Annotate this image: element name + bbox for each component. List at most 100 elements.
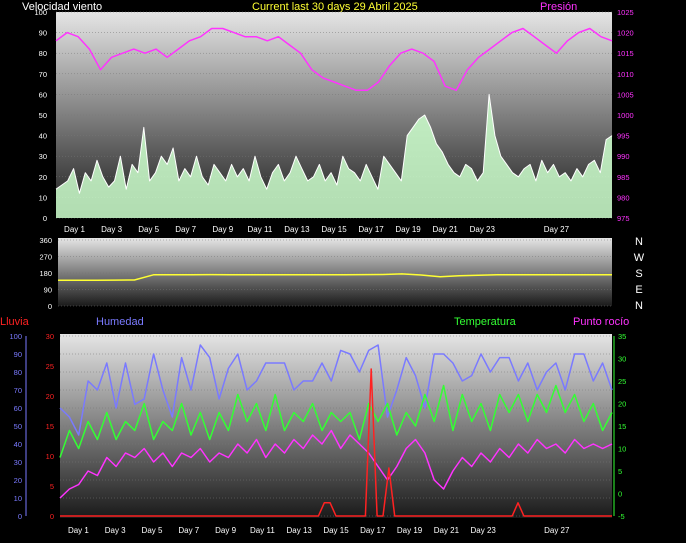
temperature-tick-label: 10 bbox=[618, 445, 626, 454]
humidity-tick-label: 80 bbox=[14, 368, 22, 377]
humidity-tick-label: 100 bbox=[9, 332, 22, 341]
rain-tick-label: 20 bbox=[46, 392, 54, 401]
humidity-tick-label: 50 bbox=[14, 422, 22, 431]
pressure-tick-label: 1005 bbox=[617, 90, 634, 99]
day-label: Day 5 bbox=[138, 225, 159, 234]
day-label: Day 21 bbox=[433, 225, 459, 234]
temperature-label: Temperatura bbox=[454, 316, 517, 328]
rain-tick-label: 5 bbox=[50, 482, 54, 491]
compass-label: E bbox=[635, 284, 642, 296]
pressure-tick-label: 995 bbox=[617, 132, 630, 141]
rain-tick-label: 0 bbox=[50, 512, 54, 521]
temperature-tick-label: 5 bbox=[618, 467, 622, 476]
humidity-label: Humedad bbox=[96, 316, 144, 328]
direction-tick-label: 270 bbox=[39, 253, 52, 262]
day-label: Day 21 bbox=[434, 526, 460, 535]
temperature-tick-label: 30 bbox=[618, 355, 626, 364]
day-label: Day 17 bbox=[358, 225, 384, 234]
wind-tick-label: 60 bbox=[39, 90, 47, 99]
day-label: Day 13 bbox=[284, 225, 310, 234]
pressure-tick-label: 980 bbox=[617, 193, 630, 202]
day-label: Day 13 bbox=[287, 526, 313, 535]
temperature-tick-label: 0 bbox=[618, 490, 622, 499]
rain-tick-label: 25 bbox=[46, 362, 54, 371]
day-label: Day 9 bbox=[212, 225, 233, 234]
day-label: Day 9 bbox=[215, 526, 236, 535]
wind-tick-label: 100 bbox=[34, 8, 47, 17]
wind-direction-grid bbox=[58, 239, 612, 307]
temperature-tick-label: 35 bbox=[618, 332, 626, 341]
day-label: Day 17 bbox=[360, 526, 386, 535]
pressure-axis: 975 980 985 990 995 1000 1005 1010 1015 1020 1025 bbox=[617, 8, 634, 223]
compass-label: S bbox=[635, 268, 642, 280]
wind-speed-line bbox=[55, 93, 613, 194]
chart-title: Current last 30 days 29 Abril 2025 bbox=[252, 1, 418, 13]
pressure-tick-label: 1000 bbox=[617, 111, 634, 120]
day-label: Day 27 bbox=[544, 526, 570, 535]
wind-tick-label: 90 bbox=[39, 29, 47, 38]
day-label: Day 11 bbox=[248, 225, 273, 234]
temperature-tick-label: 20 bbox=[618, 400, 626, 409]
direction-tick-label: 0 bbox=[48, 302, 52, 311]
compass-label: W bbox=[634, 252, 645, 264]
direction-tick-label: 90 bbox=[44, 286, 52, 295]
day-label: Day 3 bbox=[105, 526, 126, 535]
compass-label: N bbox=[635, 236, 643, 248]
wind-tick-label: 10 bbox=[39, 193, 47, 202]
day-label: Day 15 bbox=[321, 225, 347, 234]
humidity-tick-label: 70 bbox=[14, 386, 22, 395]
day-label: Day 19 bbox=[397, 526, 423, 535]
humidity-tick-label: 10 bbox=[14, 494, 22, 503]
pressure-tick-label: 985 bbox=[617, 173, 630, 182]
pressure-tick-label: 1020 bbox=[617, 29, 634, 38]
wind-tick-label: 30 bbox=[39, 152, 47, 161]
day-label: Day 1 bbox=[64, 225, 85, 234]
humidity-tick-label: 20 bbox=[14, 476, 22, 485]
pressure-tick-label: 975 bbox=[617, 214, 630, 223]
wind-tick-label: 20 bbox=[39, 173, 47, 182]
humidity-tick-label: 40 bbox=[14, 440, 22, 449]
temperature-tick-label: 15 bbox=[618, 422, 626, 431]
humidity-tick-label: 90 bbox=[14, 350, 22, 359]
rain-tick-label: 15 bbox=[46, 422, 54, 431]
rain-tick-label: 10 bbox=[46, 452, 54, 461]
wind-tick-label: 0 bbox=[43, 214, 47, 223]
temp-humidity-day-labels: Day 1 Day 3 Day 5 Day 7 Day 9 Day 11 Day 13 Day… bbox=[68, 526, 570, 535]
wind-direction-axis: 0 90 180 270 360 bbox=[39, 236, 52, 311]
humidity-line bbox=[59, 344, 613, 436]
day-label: Day 15 bbox=[323, 526, 349, 535]
pressure-tick-label: 990 bbox=[617, 152, 630, 161]
wind-tick-label: 80 bbox=[39, 49, 47, 58]
temperature-line bbox=[59, 384, 613, 458]
temperature-axis: -5 0 5 10 15 20 25 30 35 bbox=[613, 332, 626, 521]
humidity-tick-label: 30 bbox=[14, 458, 22, 467]
day-label: Day 5 bbox=[142, 526, 163, 535]
compass-label: N bbox=[635, 300, 643, 312]
rain-humidity-axis: 0 10 20 30 40 50 60 70 80 90 100 0 5 10 15 20 25 30 bbox=[9, 332, 54, 521]
direction-tick-label: 180 bbox=[39, 269, 52, 278]
wind-speed-label: Velocidad viento bbox=[22, 1, 102, 13]
pressure-tick-label: 1015 bbox=[617, 49, 634, 58]
humidity-tick-label: 60 bbox=[14, 404, 22, 413]
temp-humidity-series bbox=[59, 344, 613, 517]
temperature-tick-label: 25 bbox=[618, 377, 626, 386]
pressure-tick-label: 1025 bbox=[617, 8, 634, 17]
day-label: Day 23 bbox=[471, 526, 497, 535]
wind-direction-line bbox=[58, 273, 612, 282]
direction-tick-label: 360 bbox=[39, 236, 52, 245]
day-label: Day 7 bbox=[178, 526, 199, 535]
wind-speed-axis: 0 10 20 30 40 50 60 70 80 90 100 bbox=[34, 8, 47, 223]
wind-pressure-day-labels: Day 1 Day 3 Day 5 Day 7 Day 9 Day 11 Day 13 Day… bbox=[64, 225, 570, 234]
wind-gust-area bbox=[56, 94, 612, 218]
pressure-label: Presión bbox=[540, 1, 577, 13]
rain-label: Lluvia bbox=[0, 316, 30, 328]
wind-direction-series bbox=[58, 273, 612, 282]
day-label: Day 7 bbox=[175, 225, 196, 234]
wind-direction-plot-area bbox=[58, 238, 612, 306]
day-label: Day 27 bbox=[544, 225, 570, 234]
day-label: Day 19 bbox=[395, 225, 421, 234]
dewpoint-label: Punto rocío bbox=[573, 316, 629, 328]
wind-pressure-series bbox=[55, 27, 613, 218]
